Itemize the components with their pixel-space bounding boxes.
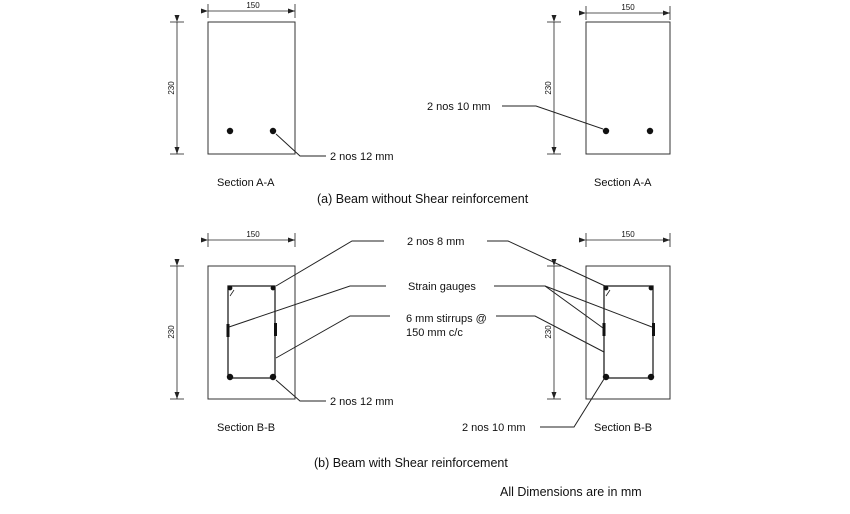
section-title: Section A-A [594,177,652,189]
beam-section-outline [207,21,296,155]
section-a-left: 150 230 2 nos 12 mm Section A-A [167,1,394,189]
section-title: Section B-B [594,422,652,434]
height-dimension-label: 230 [544,325,553,339]
height-dimension-label: 230 [167,81,176,95]
strain-gauge-icon [652,323,655,336]
width-dimension-label: 150 [621,230,635,239]
leader-line [487,240,606,287]
leader-line [228,285,386,328]
section-b-left: 150 230 2 nos 12 mm Section B-B [167,230,394,434]
bar-label: 2 nos 10 mm [427,101,491,113]
rebar [603,285,609,291]
width-dimension-label: 150 [246,1,260,10]
bar-label: 2 nos 12 mm [330,396,394,408]
beam-section-outline [207,265,296,400]
strain-gauge-icon [226,324,230,337]
rebar [646,127,654,135]
leader-line [540,378,605,428]
rebar [226,127,234,135]
section-a-right: 150 230 2 nos 10 mm Section A-A [427,3,671,189]
leader-line [544,285,653,328]
rebar [269,373,277,381]
leader-line [502,105,604,130]
leader-line [275,240,384,287]
section-title: Section B-B [217,422,275,434]
stirrups-label-line1: 6 mm stirrups @ [406,313,487,325]
width-dimension-label: 150 [246,230,260,239]
stirrup-hook [605,289,611,297]
leader-line [275,315,390,359]
strain-gauges-label: Strain gauges [408,281,476,293]
caption-a: (a) Beam without Shear reinforcement [317,192,529,206]
rebar [227,285,233,291]
top-bars-label: 2 nos 8 mm [407,236,464,248]
callout-stirrups: 6 mm stirrups @ 150 mm c/c [275,313,605,359]
beam-section-outline [585,21,671,155]
leader-line [275,133,326,157]
callout-top-bars: 2 nos 8 mm [275,236,606,287]
stirrup-hook [229,289,235,297]
beam-section-outline [585,265,671,400]
bar-label: 2 nos 12 mm [330,151,394,163]
rebar [226,373,234,381]
rebar [648,285,654,291]
rebar [647,373,655,381]
leader-line [275,379,326,402]
leader-line [496,315,605,353]
rebar [270,285,276,291]
section-title: Section A-A [217,177,275,189]
rebar [269,127,277,135]
strain-gauge-icon [274,323,277,336]
strain-gauge-icon [602,323,606,336]
rebar [602,373,610,381]
dimensions-note: All Dimensions are in mm [500,485,642,499]
height-dimension-label: 230 [544,81,553,95]
caption-b: (b) Beam with Shear reinforcement [314,456,508,470]
section-b-right: 150 230 2 nos 10 mm Section B-B [462,230,671,434]
width-dimension-label: 150 [621,3,635,12]
callout-strain-gauges: Strain gauges [228,281,653,329]
stirrups-label-line2: 150 mm c/c [406,327,463,339]
rebar [602,127,610,135]
bar-label: 2 nos 10 mm [462,422,526,434]
height-dimension-label: 230 [167,325,176,339]
